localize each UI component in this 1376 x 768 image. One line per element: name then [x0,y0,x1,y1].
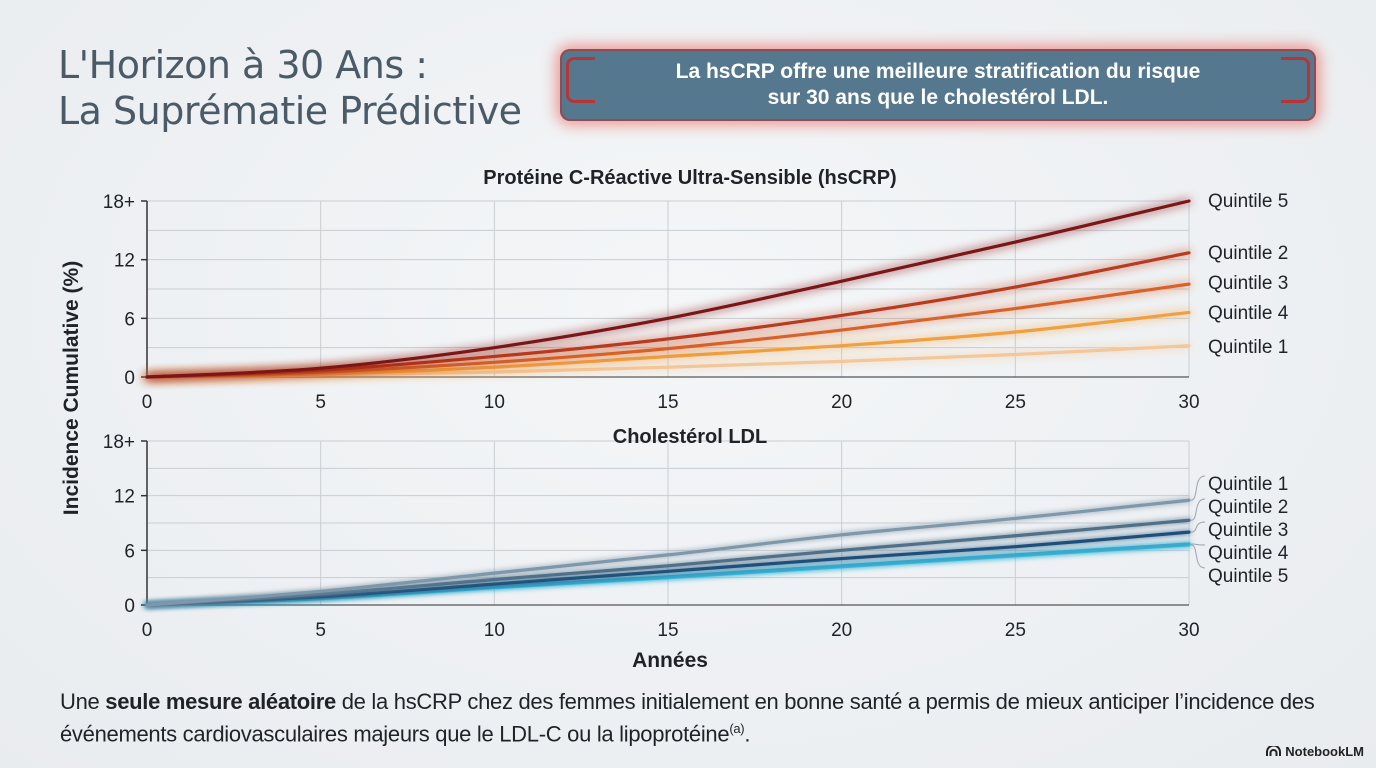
legend-leader-line [1190,475,1206,501]
y-tick-label: 6 [124,309,135,330]
legend-leader-line [1190,498,1206,521]
bracket-left-decoration [566,57,595,103]
legend-label-quintile-5: Quintile 5 [1208,191,1288,212]
footer-text-end: . [744,721,751,747]
series-line-quintile-5 [145,199,1191,379]
legend-label-quintile-4: Quintile 4 [1208,543,1289,564]
series-line-quintile-2 [145,251,1191,379]
legend-label-quintile-1: Quintile 1 [1208,474,1288,495]
footer-footnote-marker: (a) [729,721,745,736]
x-tick-label: 30 [1178,392,1199,413]
x-tick-label: 25 [1005,392,1026,413]
legend-leader-line [1190,544,1206,569]
brand-mark: NotebookLM [1266,744,1364,759]
footer-note: Une seule mesure aléatoire de la hsCRP c… [60,688,1350,747]
legend-label-quintile-1: Quintile 1 [1208,337,1288,358]
legend-leader-line [1190,521,1206,533]
x-tick-label: 25 [1005,620,1026,641]
footer-text-pre: Une [60,689,106,714]
x-tick-label: 10 [484,392,505,413]
x-tick-label: 20 [831,392,852,413]
x-tick-label: 5 [315,620,326,641]
callout-line-1: La hsCRP offre une meilleure stratificat… [675,60,1201,83]
x-tick-label: 0 [142,620,153,641]
x-tick-label: 10 [484,620,505,641]
key-message-callout: La hsCRP offre une meilleure stratificat… [560,49,1316,121]
y-tick-label: 0 [124,368,135,389]
footer-text-main: de la hsCRP chez des femmes initialement… [60,689,1315,747]
callout-line-2: sur 30 ans que le cholestérol LDL. [767,86,1109,109]
x-tick-label: 30 [1178,620,1199,641]
series-line-quintile-3 [145,282,1191,379]
y-tick-label: 12 [114,487,135,508]
legend-label-quintile-3: Quintile 3 [1208,520,1288,541]
y-tick-label: 12 [114,251,135,272]
series-line-quintile-3 [145,530,1191,607]
bracket-right-decoration [1281,57,1310,103]
x-tick-label: 15 [657,620,678,641]
chart-panel-1: 0 6 12 18+ 0 5 10 15 20 25 30 Protéine C-Réactive U… [103,167,1289,413]
title-line-2: La Suprématie Prédictive [58,89,522,133]
legend-leader-line [1190,543,1206,546]
title-line-1: L'Horizon à 30 Ans : [58,43,428,87]
y-axis-label: Incidence Cumulative (%) [60,261,83,515]
chart-panel-2: 0 6 12 18+ 0 5 10 15 20 25 30 Cholestérol LDL Quinti… [103,426,1289,641]
y-tick-label: 6 [124,541,135,562]
legend-label-quintile-2: Quintile 2 [1208,497,1288,518]
x-tick-label: 0 [142,392,153,413]
x-tick-label: 5 [315,392,326,413]
series-line-quintile-1 [145,498,1191,607]
y-tick-label: 18+ [103,432,135,453]
brand-label: NotebookLM [1285,744,1364,759]
page-title: L'Horizon à 30 Ans : La Suprématie Prédi… [58,42,522,134]
chart-title: Cholestérol LDL [613,426,767,448]
legend-label-quintile-2: Quintile 2 [1208,243,1288,264]
legend-label-quintile-5: Quintile 5 [1208,566,1288,587]
chart-title: Protéine C-Réactive Ultra-Sensible (hsCR… [483,167,896,189]
legend-label-quintile-3: Quintile 3 [1208,273,1288,294]
x-axis-label: Années [632,649,708,672]
x-tick-label: 20 [831,620,852,641]
x-tick-label: 15 [657,392,678,413]
legend-label-quintile-4: Quintile 4 [1208,303,1289,324]
series-line-quintile-2 [145,518,1191,607]
footer-text-bold: seule mesure aléatoire [105,689,336,714]
notebooklm-logo-icon [1266,746,1282,756]
y-tick-label: 0 [124,596,135,617]
series-line-quintile-4 [145,310,1191,379]
y-tick-label: 18+ [103,192,135,213]
